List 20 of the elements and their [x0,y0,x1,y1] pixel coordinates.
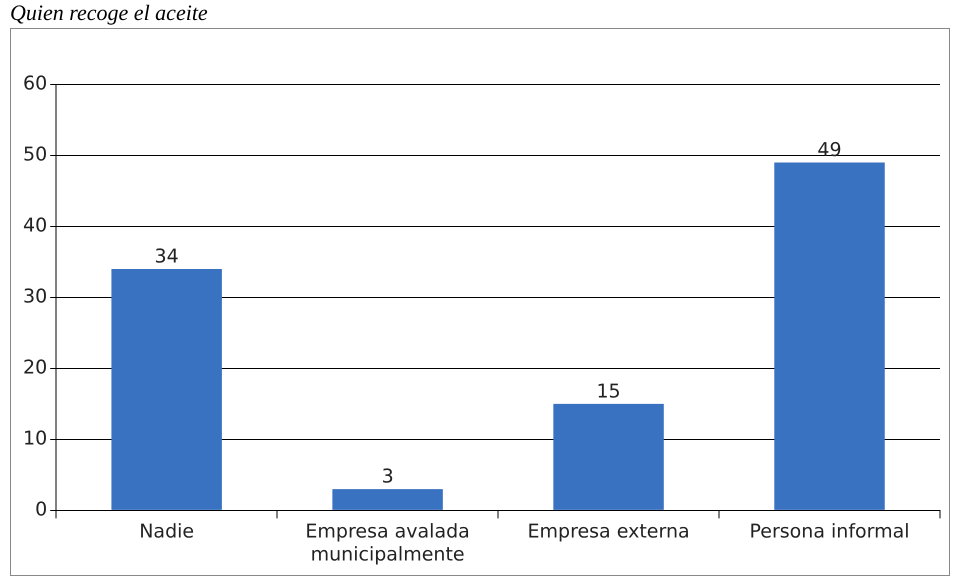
bar [553,404,664,510]
y-tick-label: 30 [22,285,48,308]
category-label: municipalmente [310,544,465,566]
data-label: 34 [154,245,179,268]
x-tick-label: Empresa externa [527,520,690,543]
x-tick-label: Nadie [139,520,194,543]
bar [774,162,885,510]
chart-title: Quien recoge el aceite [10,0,208,26]
y-tick-label: 0 [35,498,48,520]
bar [332,489,443,510]
y-tick-label: 10 [22,427,48,450]
data-label: 15 [596,380,621,402]
y-tick-label: 20 [22,356,48,378]
y-tick-label: 60 [22,72,48,94]
data-label: 3 [382,466,394,488]
y-tick-label: 50 [22,143,48,166]
y-tick-label: 40 [22,214,48,236]
bar [111,269,222,510]
x-tick-label: Persona informal [749,520,910,543]
category-label: Empresa avalada [305,520,470,543]
